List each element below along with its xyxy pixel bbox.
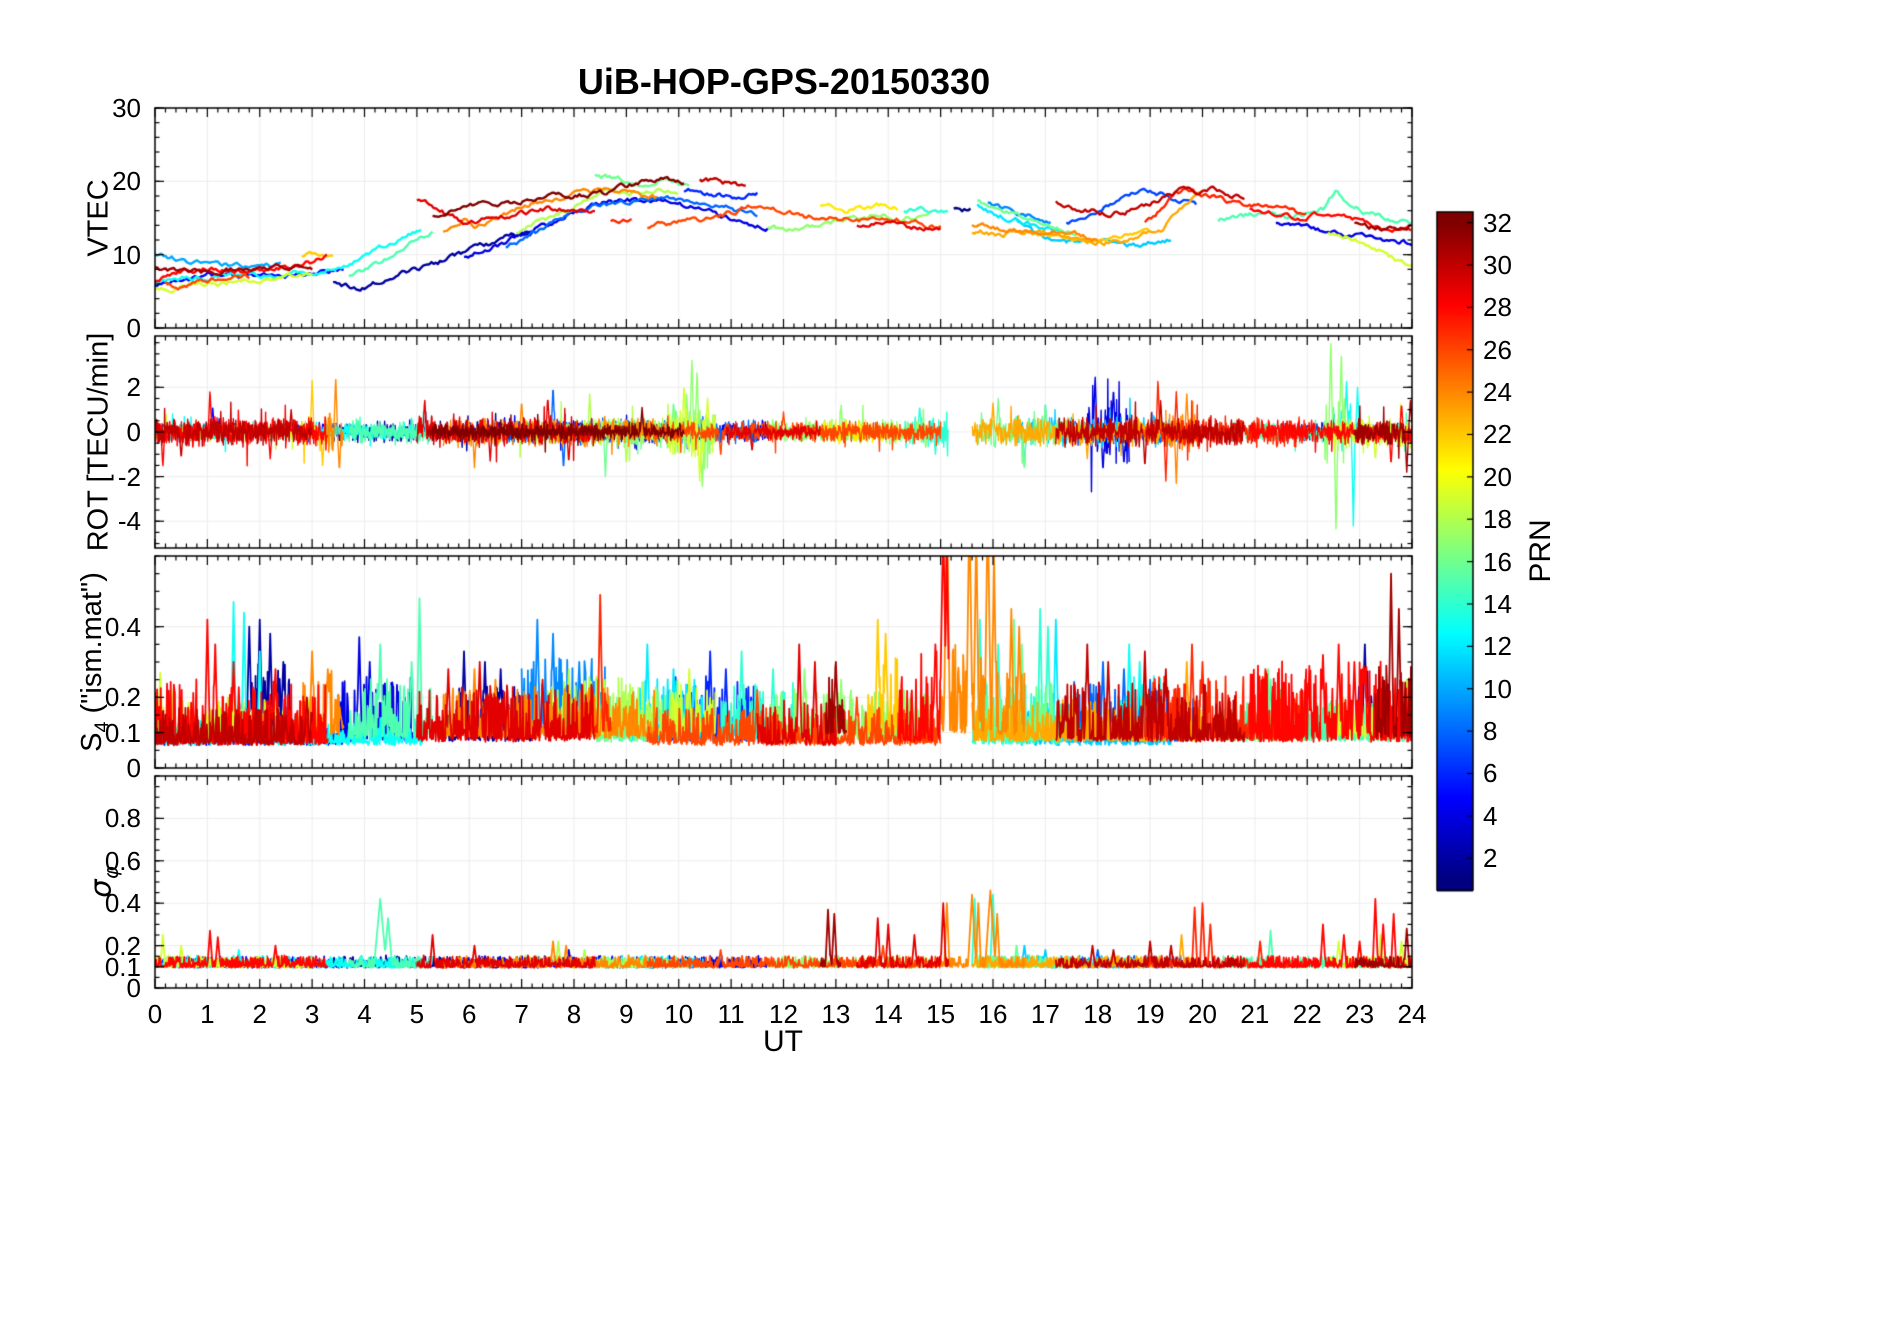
y-axis-label-s4: S4 ("ism.mat") (76, 572, 113, 752)
x-tick-label: 5 (409, 999, 425, 1029)
y-tick-label: 0 (126, 416, 141, 447)
colorbar-tick-label: 18 (1483, 504, 1512, 535)
colorbar-tick-label: 24 (1483, 377, 1512, 408)
y-tick-label: -4 (117, 506, 141, 537)
colorbar-tick-label: 22 (1483, 419, 1512, 450)
x-tick-label: 24 (1397, 999, 1427, 1029)
colorbar-tick-label: 32 (1483, 207, 1512, 238)
x-tick-label: 13 (821, 999, 851, 1029)
y-tick-label: 0.4 (104, 888, 141, 919)
colorbar-tick-label: 28 (1483, 292, 1512, 323)
x-tick-label: 11 (717, 999, 745, 1029)
y-tick-label: 0 (126, 313, 141, 343)
y-tick-label: 0.2 (104, 682, 141, 713)
y-axis-label-sigma-phi: σφ (83, 866, 123, 898)
y-tick-label: 0.2 (104, 930, 141, 961)
x-tick-label: 18 (1083, 999, 1113, 1029)
x-tick-label: 22 (1292, 999, 1322, 1029)
x-tick-label: 4 (357, 999, 372, 1029)
colorbar-tick-label: 26 (1483, 334, 1512, 365)
colorbar-tick-label: 6 (1483, 758, 1498, 789)
colorbar-tick-label: 2 (1483, 843, 1498, 874)
y-tick-label: 0.8 (104, 803, 141, 834)
y-axis-label-rot: ROT [TECU/min] (82, 332, 115, 552)
colorbar-tick-label: 16 (1483, 546, 1512, 577)
y-tick-label: 0.6 (104, 845, 141, 876)
x-tick-label: 17 (1030, 999, 1060, 1029)
y-tick-label: 0.1 (104, 951, 141, 982)
x-tick-label: 16 (978, 999, 1008, 1029)
y-tick-label: -2 (117, 461, 141, 492)
x-tick-label: 2 (252, 999, 267, 1029)
colorbar-tick-label: 8 (1483, 716, 1498, 747)
chart-title: UiB-HOP-GPS-20150330 (577, 61, 991, 102)
colorbar-label: PRN (1524, 519, 1557, 583)
y-tick-label: 0 (126, 753, 141, 783)
colorbar-tick-label: 30 (1483, 249, 1512, 280)
x-tick-label: 9 (619, 999, 634, 1029)
x-tick-label: 12 (769, 999, 798, 1029)
colorbar-tick-label: 20 (1483, 461, 1512, 492)
colorbar-tick-label: 12 (1483, 631, 1512, 662)
y-tick-label: 2 (126, 372, 141, 403)
y-tick-label: 30 (112, 93, 141, 123)
x-tick-label: 8 (566, 999, 582, 1029)
x-tick-label: 23 (1345, 999, 1375, 1029)
x-tick-label: 1 (200, 999, 215, 1029)
y-tick-label: 10 (112, 239, 141, 270)
x-tick-label: 3 (304, 999, 320, 1029)
colorbar-tick-label: 4 (1483, 800, 1498, 831)
x-axis-label: UT (763, 1025, 803, 1058)
y-tick-label: 0 (126, 973, 141, 1003)
y-axis-label-vtec: VTEC (82, 179, 115, 257)
x-tick-label: 10 (664, 999, 694, 1029)
x-tick-label: 21 (1240, 999, 1270, 1029)
y-tick-label: 0.4 (104, 611, 141, 642)
x-tick-label: 14 (873, 999, 903, 1029)
x-tick-label: 7 (514, 999, 529, 1029)
colorbar-tick-label: 10 (1483, 673, 1512, 704)
x-tick-label: 20 (1188, 999, 1217, 1029)
y-tick-label: 20 (112, 166, 141, 197)
x-tick-label: 15 (926, 999, 956, 1029)
x-tick-label: 6 (462, 999, 477, 1029)
colorbar-tick-label: 14 (1483, 588, 1512, 619)
x-tick-label: 0 (147, 999, 163, 1029)
x-tick-label: 19 (1135, 999, 1165, 1029)
y-tick-label: 0.1 (104, 717, 141, 748)
